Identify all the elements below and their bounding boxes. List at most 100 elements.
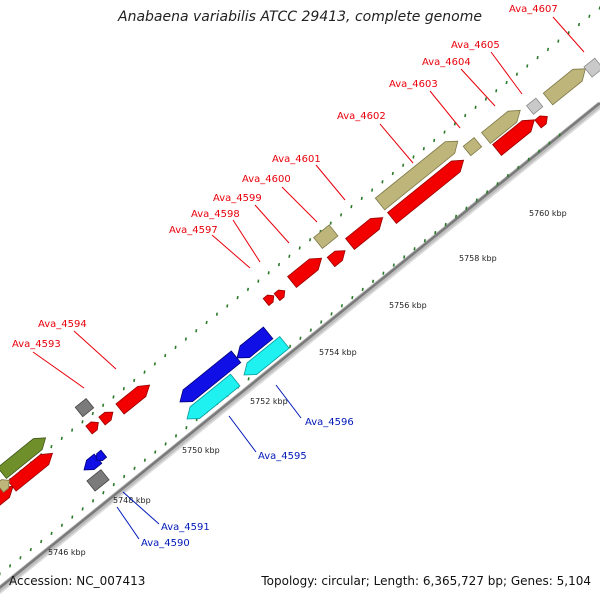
- tick-mark: [299, 336, 302, 340]
- tick-mark: [527, 157, 530, 162]
- tick-mark: [320, 320, 323, 324]
- tick-mark: [360, 196, 363, 201]
- gene-arrow-reverse[interactable]: [236, 326, 274, 359]
- tick-mark: [392, 263, 395, 267]
- tick-mark: [122, 387, 125, 391]
- gene-label-reverse[interactable]: Ava_4590: [141, 538, 190, 549]
- tick-mark: [81, 420, 84, 424]
- gene-arrow-forward[interactable]: [387, 159, 465, 225]
- gene-arrow-forward[interactable]: [287, 257, 323, 289]
- gene-arrow-forward[interactable]: [273, 289, 286, 302]
- gene-label-forward[interactable]: Ava_4601: [272, 154, 321, 165]
- tick-mark: [298, 246, 301, 250]
- gene-arrow-other[interactable]: [74, 397, 95, 418]
- gene-label-forward[interactable]: Ava_4599: [213, 193, 262, 204]
- tick-mark: [143, 458, 146, 462]
- gene-arrow-forward[interactable]: [374, 140, 459, 211]
- tick-mark: [102, 403, 105, 407]
- gene-arrow-forward[interactable]: [98, 411, 114, 426]
- tick-mark: [309, 328, 312, 332]
- tick-mark: [174, 434, 178, 438]
- tick-mark: [247, 377, 250, 381]
- gene-arrow-forward[interactable]: [345, 217, 384, 251]
- tick-mark: [422, 147, 425, 151]
- tick-mark: [330, 312, 333, 316]
- tick-mark: [185, 426, 188, 430]
- tick-mark: [486, 190, 489, 194]
- gene-arrow-forward[interactable]: [534, 115, 548, 129]
- gene-arrow-forward[interactable]: [0, 479, 10, 493]
- gene-label-forward[interactable]: Ava_4607: [509, 4, 558, 15]
- tick-mark: [484, 97, 487, 101]
- tick-mark: [433, 138, 436, 143]
- gene-label-forward[interactable]: Ava_4603: [389, 79, 438, 90]
- tick-mark: [536, 55, 539, 60]
- tick-mark: [40, 539, 43, 544]
- scale-label: 5756 kbp: [389, 301, 427, 310]
- tick-mark: [413, 247, 416, 251]
- gene-label-reverse[interactable]: Ava_4591: [161, 522, 210, 533]
- gene-arrow-reverse[interactable]: [179, 350, 242, 403]
- gene-arrow-forward[interactable]: [542, 68, 586, 106]
- gene-arrow-forward[interactable]: [481, 109, 521, 145]
- tick-mark: [505, 80, 508, 85]
- tick-mark: [215, 312, 219, 316]
- tick-mark: [515, 72, 519, 76]
- gene-arrow-reverse[interactable]: [186, 373, 241, 420]
- tick-mark: [329, 221, 332, 225]
- gene-label-forward[interactable]: Ava_4605: [451, 40, 500, 51]
- tick-mark: [123, 474, 126, 479]
- tick-mark: [226, 304, 229, 308]
- tick-mark: [464, 113, 467, 118]
- gene-label-forward[interactable]: Ava_4604: [422, 57, 471, 68]
- tick-mark: [526, 64, 529, 68]
- gene-label-forward[interactable]: Ava_4597: [169, 225, 218, 236]
- tick-mark: [71, 428, 74, 432]
- gene-arrow-reverse[interactable]: [95, 449, 108, 462]
- gene-arrow-forward[interactable]: [462, 136, 483, 157]
- gene-arrow-forward[interactable]: [262, 294, 275, 307]
- tick-mark: [133, 378, 136, 383]
- tick-mark: [112, 482, 115, 487]
- tick-mark: [91, 499, 95, 503]
- gene-arrow-other[interactable]: [525, 97, 544, 115]
- gene-arrow-forward[interactable]: [115, 384, 151, 415]
- tick-mark: [19, 556, 22, 560]
- tick-mark: [475, 198, 478, 202]
- gene-label-reverse[interactable]: Ava_4596: [305, 417, 354, 428]
- tick-mark: [558, 133, 561, 137]
- tick-mark: [257, 279, 260, 283]
- tick-mark: [548, 141, 551, 145]
- gene-label-forward[interactable]: Ava_4598: [191, 209, 240, 220]
- tick-mark: [391, 171, 394, 176]
- gene-label-forward[interactable]: Ava_4602: [337, 111, 386, 122]
- tick-mark: [154, 450, 157, 454]
- tick-mark: [267, 271, 270, 275]
- tick-mark: [60, 523, 64, 527]
- gene-arrow-forward[interactable]: [7, 452, 54, 492]
- tick-mark: [382, 271, 385, 275]
- gene-arrow-forward[interactable]: [85, 421, 99, 435]
- tick-mark: [112, 395, 115, 399]
- backbone-line: [0, 102, 600, 590]
- gene-arrow-other[interactable]: [86, 469, 110, 492]
- tick-mark: [443, 130, 446, 134]
- gene-label-forward[interactable]: Ava_4593: [12, 339, 61, 350]
- gene-label-forward[interactable]: Ava_4600: [242, 174, 291, 185]
- tick-mark: [496, 182, 499, 186]
- label-leader-line: [379, 123, 414, 164]
- gene-arrow-forward[interactable]: [0, 437, 47, 480]
- gene-arrow-forward[interactable]: [492, 119, 535, 157]
- gene-label-forward[interactable]: Ava_4594: [38, 319, 87, 330]
- gene-arrow-forward[interactable]: [326, 250, 346, 268]
- gene-arrow-other[interactable]: [583, 57, 600, 78]
- tick-mark: [506, 173, 509, 178]
- gene-arrow-forward[interactable]: [313, 224, 339, 250]
- scale-label: 5750 kbp: [182, 446, 220, 455]
- tick-mark: [412, 155, 415, 159]
- map-title: Anabaena variabilis ATCC 29413, complete…: [118, 9, 482, 25]
- label-leader-line: [32, 351, 85, 389]
- gene-label-reverse[interactable]: Ava_4595: [258, 451, 307, 462]
- gene-arrow-reverse[interactable]: [243, 335, 290, 376]
